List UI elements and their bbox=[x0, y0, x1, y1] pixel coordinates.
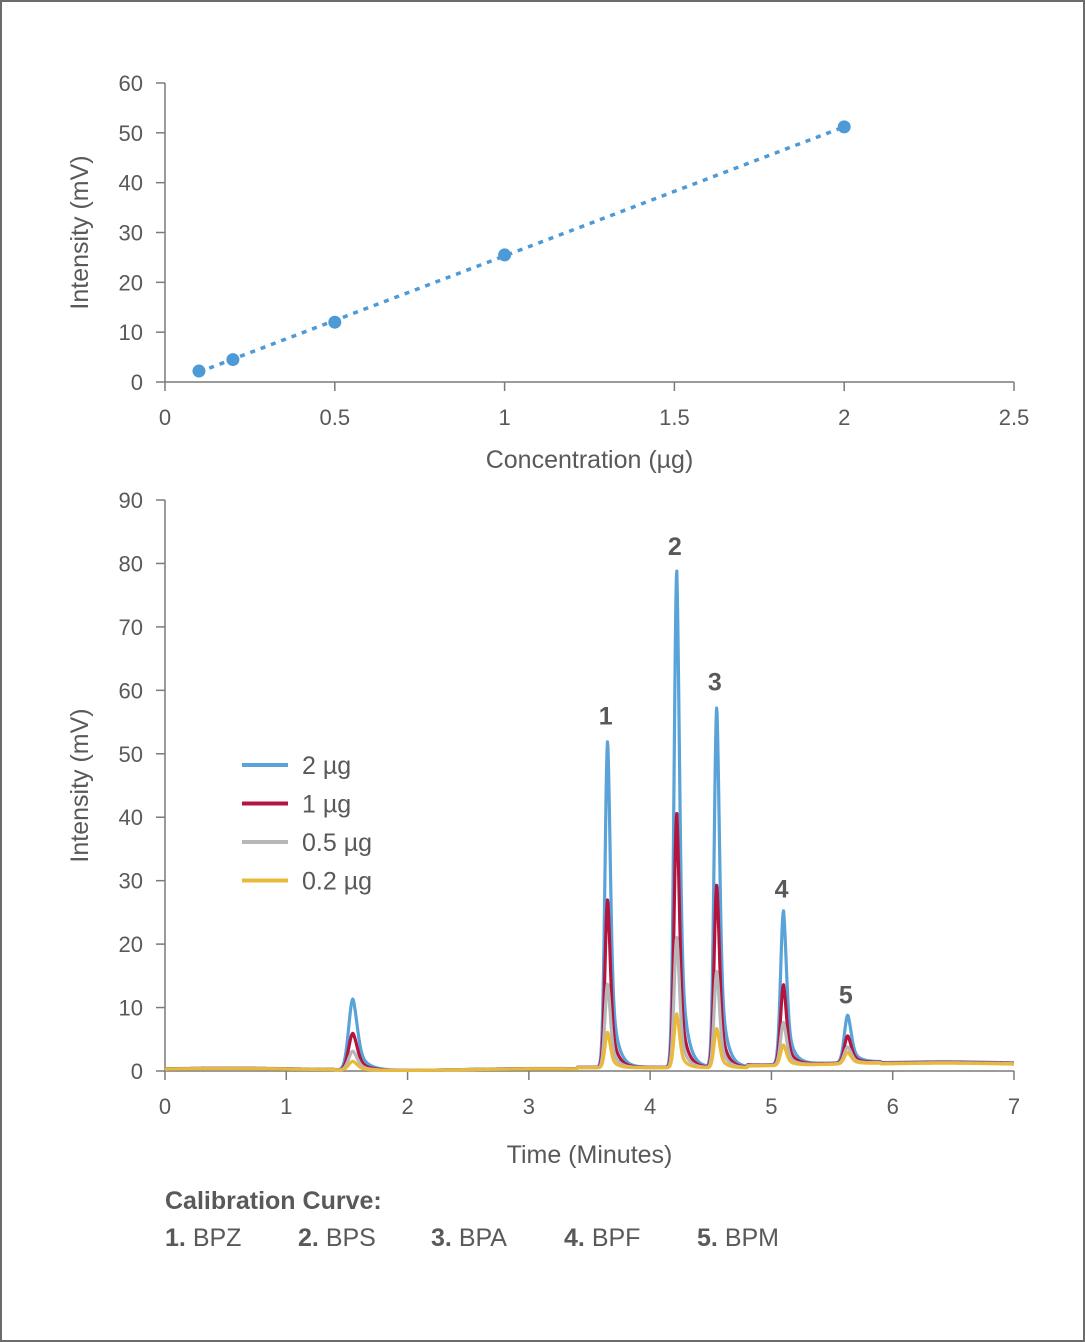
y-tick-label: 0 bbox=[131, 1059, 143, 1084]
y-tick-label: 70 bbox=[119, 615, 143, 640]
series-line-2g bbox=[163, 569, 1016, 1072]
x-tick-label: 1 bbox=[280, 1094, 292, 1119]
series-line-1g bbox=[163, 812, 1016, 1072]
x-tick-label: 0 bbox=[159, 405, 171, 430]
x-tick-label: 0 bbox=[159, 1094, 171, 1119]
footer-item-1: 1. BPZ bbox=[165, 1224, 242, 1252]
x-axis-title: Time (Minutes) bbox=[507, 1141, 673, 1169]
y-tick-label: 50 bbox=[119, 121, 143, 146]
x-tick-label: 2.5 bbox=[999, 405, 1030, 430]
x-tick-label: 1 bbox=[498, 405, 510, 430]
legend-label: 1 µg bbox=[302, 791, 351, 819]
y-tick-label: 60 bbox=[119, 678, 143, 703]
y-tick-label: 10 bbox=[119, 320, 143, 345]
x-tick-label: 0.5 bbox=[320, 405, 351, 430]
y-tick-label: 60 bbox=[119, 71, 143, 96]
footer-item-5: 5. BPM bbox=[697, 1224, 779, 1252]
legend-label: 2 µg bbox=[302, 752, 351, 780]
x-tick-label: 3 bbox=[523, 1094, 535, 1119]
peak-label-4: 4 bbox=[775, 875, 789, 903]
series-line-0-2g bbox=[163, 1012, 1016, 1073]
data-point bbox=[226, 353, 240, 367]
x-tick-label: 2 bbox=[401, 1094, 413, 1119]
footer-items: 1. BPZ 2. BPS 3. BPA 4. BPF 5. BPM bbox=[165, 1224, 779, 1253]
y-tick-label: 40 bbox=[119, 171, 143, 196]
footer-title: Calibration Curve: bbox=[165, 1187, 382, 1215]
legend-label: 0.5 µg bbox=[302, 829, 372, 857]
trend-line bbox=[198, 125, 845, 374]
data-point bbox=[837, 120, 851, 134]
calibration-scatter-chart: 0 10 20 30 40 50 60 0 0.5 1 1.5 2 2.5 Concentration (… bbox=[66, 71, 1030, 474]
y-tick-label: 30 bbox=[119, 869, 143, 894]
series-line-0-5g bbox=[163, 935, 1016, 1072]
y-tick-label: 30 bbox=[119, 221, 143, 246]
x-tick-label: 5 bbox=[765, 1094, 777, 1119]
y-tick-label: 80 bbox=[119, 551, 143, 576]
data-point bbox=[328, 315, 342, 329]
y-tick-label: 40 bbox=[119, 805, 143, 830]
legend-label: 0.2 µg bbox=[302, 868, 372, 896]
footer-item-4: 4. BPF bbox=[564, 1224, 641, 1252]
y-tick-label: 0 bbox=[131, 370, 143, 395]
x-axis-title: Concentration (µg) bbox=[486, 446, 694, 474]
calibration-footer: Calibration Curve: 1. BPZ 2. BPS 3. BPA … bbox=[165, 1187, 779, 1253]
y-tick-label: 20 bbox=[119, 270, 143, 295]
y-tick-label: 10 bbox=[119, 996, 143, 1021]
peak-label-2: 2 bbox=[668, 533, 682, 561]
data-point bbox=[498, 248, 512, 262]
x-tick-label: 6 bbox=[887, 1094, 899, 1119]
y-tick-label: 20 bbox=[119, 932, 143, 957]
y-tick-label: 90 bbox=[119, 488, 143, 513]
data-point bbox=[192, 364, 206, 378]
x-tick-label: 7 bbox=[1008, 1094, 1020, 1119]
x-tick-label: 2 bbox=[838, 405, 850, 430]
chromatogram-chart: 0 10 20 30 40 50 60 70 80 90 0 1 2 3 4 5 6 7 Time (Minutes… bbox=[66, 488, 1020, 1169]
footer-item-3: 3. BPA bbox=[431, 1224, 507, 1252]
peak-label-1: 1 bbox=[599, 702, 613, 730]
x-tick-label: 1.5 bbox=[659, 405, 690, 430]
footer-item-2: 2. BPS bbox=[298, 1224, 376, 1252]
peak-label-5: 5 bbox=[839, 981, 853, 1009]
x-tick-label: 4 bbox=[644, 1094, 656, 1119]
y-axis-title: Intensity (mV) bbox=[66, 708, 94, 862]
y-tick-label: 50 bbox=[119, 742, 143, 767]
y-axis-title: Intensity (mV) bbox=[66, 155, 94, 309]
peak-label-3: 3 bbox=[708, 669, 722, 697]
